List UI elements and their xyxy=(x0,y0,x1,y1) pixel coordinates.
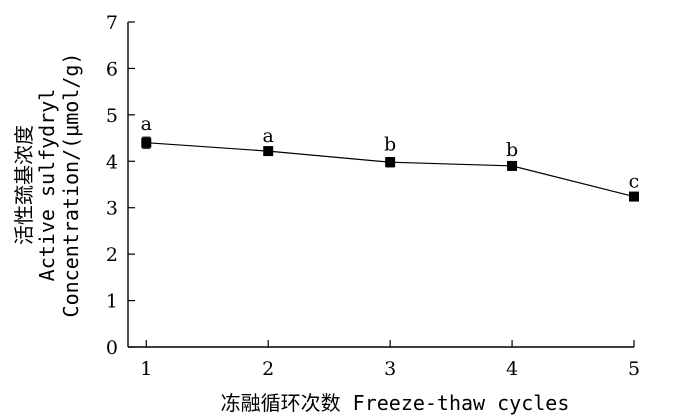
significance-label: a xyxy=(263,125,274,147)
data-point xyxy=(629,191,639,202)
y-axis-title-line-1: 活性巯基浓度 xyxy=(12,125,36,245)
x-tick-label: 1 xyxy=(140,358,152,380)
y-axis-title-line-3: Concentration/(μmol/g) xyxy=(59,53,83,318)
significance-label: b xyxy=(506,139,518,161)
y-tick-label: 6 xyxy=(106,58,118,80)
y-axis-title-line-2: Active sulfydryl xyxy=(35,89,59,282)
y-tick-label: 0 xyxy=(106,337,118,359)
x-tick-label: 3 xyxy=(384,358,396,380)
plot-area: a a b b c xyxy=(141,113,640,202)
significance-label: b xyxy=(384,134,396,156)
significance-label: c xyxy=(629,170,640,192)
x-ticks: 1 2 3 4 5 xyxy=(140,340,640,380)
x-tick-label: 2 xyxy=(262,358,274,380)
y-tick-label: 2 xyxy=(106,244,118,266)
x-axis-title: 冻融循环次数 Freeze-thaw cycles xyxy=(221,391,570,415)
y-tick-label: 1 xyxy=(106,291,118,313)
x-tick-label: 4 xyxy=(506,358,518,380)
x-tick-label: 5 xyxy=(628,358,640,380)
data-point xyxy=(507,160,518,171)
y-ticks: 0 1 2 3 4 5 6 7 xyxy=(106,12,135,359)
axes xyxy=(127,22,634,348)
y-tick-label: 3 xyxy=(106,198,118,220)
data-point xyxy=(263,146,274,157)
y-tick-label: 7 xyxy=(106,12,118,34)
y-tick-label: 4 xyxy=(106,151,118,173)
data-point xyxy=(141,137,152,148)
significance-label: a xyxy=(141,113,152,135)
y-axis-title: 活性巯基浓度 Active sulfydryl Concentration/(μ… xyxy=(12,53,83,318)
y-tick-label: 5 xyxy=(106,105,118,127)
data-point xyxy=(385,157,396,168)
